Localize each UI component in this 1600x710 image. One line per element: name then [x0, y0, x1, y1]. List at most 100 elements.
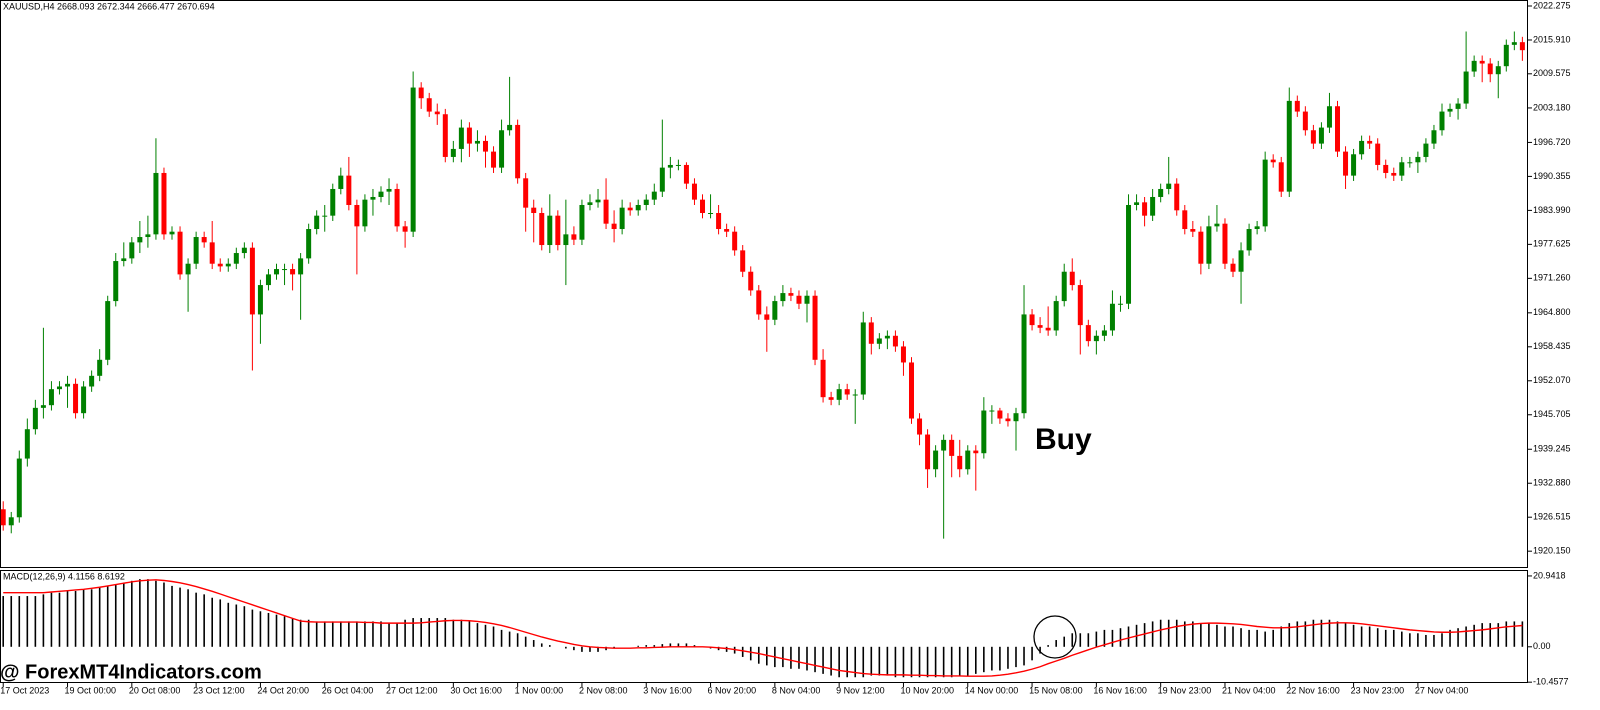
- candle-body: [571, 234, 577, 240]
- candle-body: [1519, 42, 1525, 51]
- candle-body: [474, 140, 480, 144]
- candle-body: [257, 285, 263, 315]
- candle-body: [595, 199, 601, 203]
- candle-body: [24, 429, 30, 459]
- candle-body: [1093, 335, 1099, 342]
- candle-body: [1158, 188, 1164, 197]
- candle-body: [1101, 330, 1107, 336]
- x-tick-label: 3 Nov 16:00: [643, 685, 692, 695]
- candle-body: [370, 196, 376, 200]
- candle-body: [1375, 143, 1381, 165]
- candle-body: [491, 151, 497, 168]
- price-panel-frame: [0, 0, 1528, 568]
- x-tick-label: 1 Nov 00:00: [515, 685, 564, 695]
- buy-annotation: Buy: [1035, 423, 1092, 456]
- candle-body: [1013, 413, 1019, 422]
- candle-body: [32, 407, 38, 430]
- candle-body: [499, 130, 505, 168]
- x-tick-label: 14 Nov 00:00: [965, 685, 1019, 695]
- candle-body: [306, 229, 312, 259]
- candle-body: [466, 127, 472, 144]
- candle-body: [362, 199, 368, 227]
- candle-body: [1053, 301, 1059, 331]
- candle-body: [539, 213, 545, 246]
- candle-body: [1495, 66, 1501, 75]
- candle-body: [169, 231, 175, 235]
- y-tick-label: 1996.720: [1533, 137, 1571, 147]
- candle-body: [354, 204, 360, 227]
- candle-body: [611, 223, 617, 230]
- candle-body: [1142, 202, 1148, 216]
- candle-body: [997, 410, 1003, 419]
- candle-body: [121, 258, 127, 262]
- x-tick-label: 16 Nov 16:00: [1093, 685, 1147, 695]
- candle-body: [531, 207, 537, 213]
- candle-body: [1415, 156, 1421, 163]
- candle-body: [209, 242, 215, 264]
- y-tick-label: 0.00: [1533, 641, 1551, 651]
- candle-body: [1439, 111, 1445, 131]
- candle-body: [804, 295, 810, 304]
- candle-body: [1479, 60, 1485, 64]
- candle-body: [73, 383, 79, 414]
- candle-body: [89, 375, 95, 387]
- x-tick-label: 19 Oct 00:00: [65, 685, 117, 695]
- candle-body: [1214, 223, 1220, 227]
- candle-body: [8, 517, 14, 526]
- y-tick-label: 1926.515: [1533, 512, 1571, 522]
- candle-body: [1238, 250, 1244, 272]
- x-tick-label: 22 Nov 16:00: [1286, 685, 1340, 695]
- x-tick-label: 9 Nov 12:00: [836, 685, 885, 695]
- candle-body: [1069, 271, 1075, 286]
- x-tick-label: 10 Nov 20:00: [900, 685, 954, 695]
- candle-body: [233, 253, 239, 264]
- candle-body: [716, 213, 722, 230]
- candle-body: [788, 293, 794, 296]
- candle-body: [177, 231, 183, 275]
- candle-body: [981, 410, 987, 454]
- y-tick-label: 1932.880: [1533, 478, 1571, 488]
- y-tick-label: 1939.245: [1533, 444, 1571, 454]
- candle-body: [1431, 130, 1437, 144]
- candle-body: [796, 295, 802, 304]
- candle-body: [563, 234, 569, 246]
- candle-body: [1174, 183, 1180, 211]
- signal-circle: [1033, 615, 1077, 659]
- candle-body: [1359, 140, 1365, 155]
- candle-body: [1487, 63, 1493, 75]
- candle-body: [1471, 60, 1477, 72]
- candle-body: [507, 124, 513, 131]
- candle-body: [1126, 204, 1132, 304]
- candle-body: [346, 175, 352, 205]
- y-tick-label: 1971.260: [1533, 273, 1571, 283]
- y-tick-label: 2015.910: [1533, 34, 1571, 44]
- candle-body: [1463, 71, 1469, 104]
- x-tick-label: 30 Oct 16:00: [450, 685, 502, 695]
- candle-body: [137, 237, 143, 243]
- candle-body: [1407, 162, 1413, 164]
- candle-body: [1503, 44, 1509, 67]
- candle-body: [1383, 164, 1389, 173]
- candle-body: [1206, 226, 1212, 264]
- candle-body: [1286, 100, 1292, 192]
- candle-body: [1278, 162, 1284, 192]
- candle-body: [876, 338, 882, 344]
- y-tick-label: 1977.625: [1533, 239, 1571, 249]
- candle-body: [515, 124, 521, 179]
- candle-body: [1343, 151, 1349, 176]
- candle-body: [1423, 143, 1429, 157]
- candle-body: [700, 199, 706, 213]
- candle-body: [892, 335, 898, 347]
- candle-body: [450, 148, 456, 157]
- candle-body: [523, 178, 529, 208]
- candle-body: [386, 188, 392, 192]
- candle-body: [185, 263, 191, 275]
- candle-body: [780, 293, 786, 302]
- y-tick-label: 2009.575: [1533, 68, 1571, 78]
- candle-body: [989, 410, 995, 412]
- candle-body: [756, 290, 762, 315]
- candle-body: [1077, 285, 1083, 326]
- candle-body: [820, 359, 826, 398]
- candle-body: [56, 386, 62, 390]
- x-tick-label: 6 Nov 20:00: [708, 685, 757, 695]
